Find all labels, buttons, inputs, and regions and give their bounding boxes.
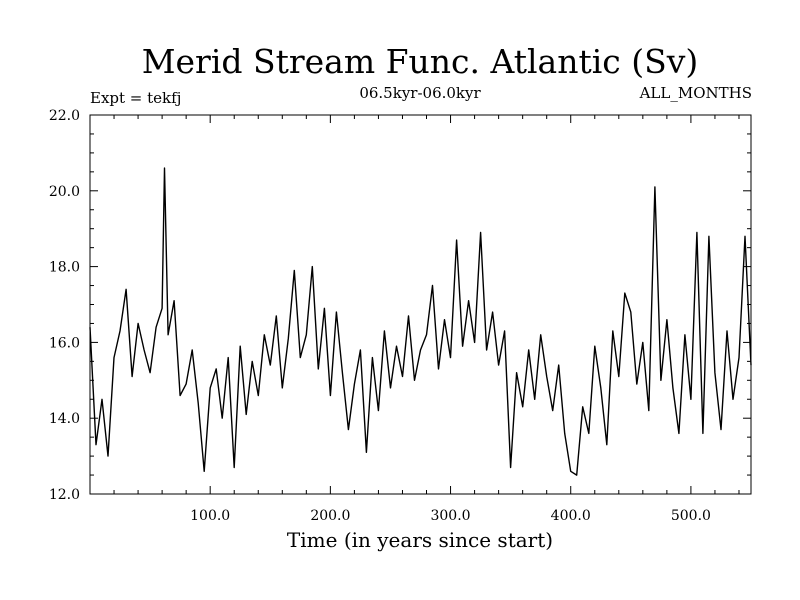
x-tick-label: 100.0 <box>190 508 230 524</box>
y-axis: 12.0 14.0 16.0 18.0 20.0 22.0 <box>49 108 751 503</box>
plot-frame <box>89 114 752 495</box>
experiment-label: Expt = tekfj <box>90 89 181 107</box>
y-tick-label: 22.0 <box>49 108 80 124</box>
y-tick-label: 12.0 <box>49 487 80 503</box>
y-tick-label: 16.0 <box>49 335 80 351</box>
chart-subtitle: 06.5kyr-06.0kyr <box>359 84 481 102</box>
chart-title: Merid Stream Func. Atlantic (Sv) <box>142 42 699 81</box>
series-layer <box>89 167 752 476</box>
x-tick-label: 200.0 <box>310 508 350 524</box>
x-axis-label: Time (in years since start) <box>287 528 553 552</box>
x-tick-label: 300.0 <box>430 508 470 524</box>
x-tick-label: 500.0 <box>671 508 711 524</box>
series-line <box>89 167 752 476</box>
y-tick-label: 14.0 <box>49 411 80 427</box>
x-axis: 100.0 200.0 300.0 400.0 500.0 <box>113 115 740 524</box>
months-label: ALL_MONTHS <box>639 84 752 102</box>
y-tick-label: 20.0 <box>49 184 80 200</box>
x-tick-label: 400.0 <box>551 508 591 524</box>
y-tick-label: 18.0 <box>49 260 80 276</box>
